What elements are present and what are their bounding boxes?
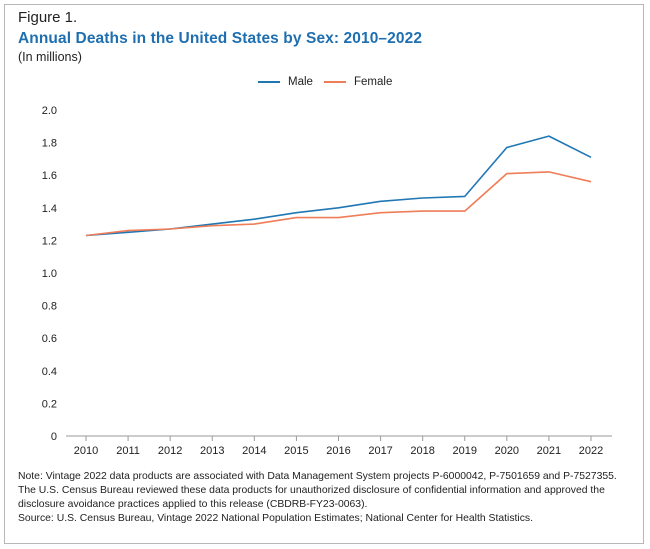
y-tick-label: 0.6	[42, 333, 57, 345]
notes-block: Note: Vintage 2022 data products are ass…	[18, 470, 633, 526]
legend-swatch-female	[324, 81, 346, 83]
x-tick-label: 2022	[579, 445, 603, 457]
x-tick-label: 2017	[368, 445, 392, 457]
legend-swatch-male	[258, 81, 280, 83]
line-chart: 0 0.2 0.4 0.6 0.8 1.0 1.2 1.4 1.6 1.8 2.0 2010 2011 2…	[42, 105, 612, 457]
legend-item-female: Female	[324, 76, 392, 88]
x-tick-label: 2011	[116, 445, 140, 457]
x-tick-label: 2013	[200, 445, 224, 457]
x-tick-label: 2012	[158, 445, 182, 457]
y-tick-label: 2.0	[42, 105, 57, 117]
x-tick-label: 2015	[284, 445, 308, 457]
series-line-male	[85, 135, 592, 237]
x-tick-label: 2021	[537, 445, 561, 457]
x-tick-label: 2019	[453, 445, 477, 457]
x-tick-label: 2010	[74, 445, 98, 457]
y-tick-label: 1.6	[42, 170, 57, 182]
legend-item-male: Male	[258, 76, 313, 88]
note-text: Note: Vintage 2022 data products are ass…	[18, 471, 617, 510]
y-tick-label: 1.0	[42, 268, 57, 280]
y-tick-label: 1.8	[42, 138, 57, 150]
series-line-female	[85, 171, 592, 237]
y-tick-label: 0	[51, 431, 57, 443]
figure-frame	[4, 4, 644, 544]
x-tick-label: 2014	[242, 445, 266, 457]
y-tick-label: 0.8	[42, 301, 57, 313]
y-tick-label: 1.2	[42, 235, 57, 247]
legend-label-female: Female	[354, 76, 393, 88]
x-tick-label: 2020	[495, 445, 519, 457]
chart-subtitle: (In millions)	[18, 50, 82, 64]
chart-title: Annual Deaths in the United States by Se…	[18, 30, 423, 47]
source-text: Source: U.S. Census Bureau, Vintage 2022…	[18, 513, 534, 524]
y-tick-label: 0.4	[42, 366, 57, 378]
x-tick-label: 2016	[326, 445, 350, 457]
figure-label: Figure 1.	[18, 9, 78, 26]
legend-label-male: Male	[288, 76, 313, 88]
y-tick-label: 0.2	[42, 398, 57, 410]
chart-legend: Male Female	[0, 76, 650, 94]
y-tick-label: 1.4	[42, 203, 57, 215]
x-tick-label: 2018	[410, 445, 434, 457]
